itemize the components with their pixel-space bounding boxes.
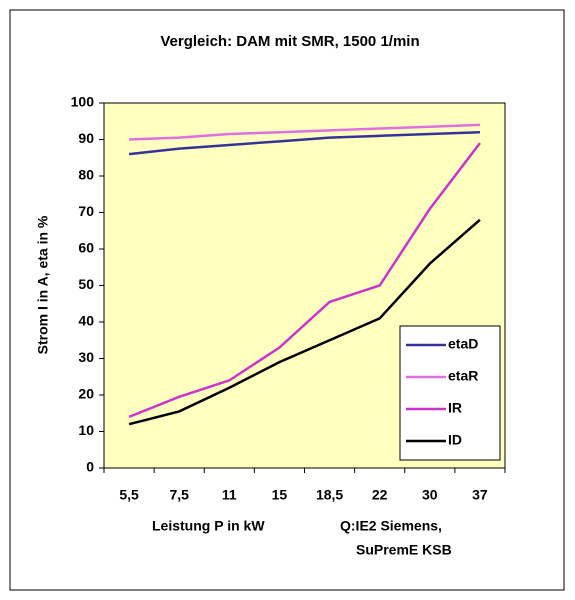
x-tick-label: 22 — [372, 487, 388, 503]
x-tick-label: 11 — [222, 487, 237, 503]
series-line — [128, 142, 481, 419]
legend-box — [399, 325, 501, 461]
frame — [9, 9, 565, 591]
y-tick-label: 30 — [78, 349, 94, 365]
legend-label: IR — [448, 400, 462, 416]
x-tick-label: 15 — [272, 487, 288, 503]
legend-label: etaR — [448, 368, 478, 384]
source-note: Q:IE2 Siemens, — [340, 518, 442, 534]
y-tick-label: 10 — [78, 422, 94, 438]
y-tick-label: 40 — [78, 313, 94, 329]
x-axis-label: Leistung P in kW — [152, 518, 265, 534]
series-line — [128, 130, 480, 156]
y-axis-label: Strom I in A, eta in % — [35, 215, 51, 354]
x-tick-label: 30 — [422, 487, 438, 503]
y-tick-label: 20 — [78, 386, 94, 402]
series-line — [129, 123, 480, 141]
legend-label: etaD — [448, 336, 478, 352]
series-line — [128, 218, 481, 426]
x-tick-label: 18,5 — [316, 487, 343, 503]
source-note: SuPremE KSB — [356, 542, 452, 558]
y-tick-label: 100 — [71, 94, 95, 110]
y-tick-label: 0 — [86, 459, 94, 475]
y-tick-label: 80 — [78, 167, 94, 183]
y-tick-label: 70 — [78, 203, 94, 219]
y-tick-label: 90 — [78, 130, 94, 146]
x-tick-label: 5,5 — [119, 487, 139, 503]
x-tick-label: 37 — [472, 487, 488, 503]
y-tick-label: 60 — [78, 240, 94, 256]
x-tick-label: 7,5 — [169, 487, 189, 503]
y-tick-label: 50 — [78, 276, 94, 292]
legend-label: ID — [448, 432, 462, 448]
chart-title: Vergleich: DAM mit SMR, 1500 1/min — [160, 33, 419, 50]
